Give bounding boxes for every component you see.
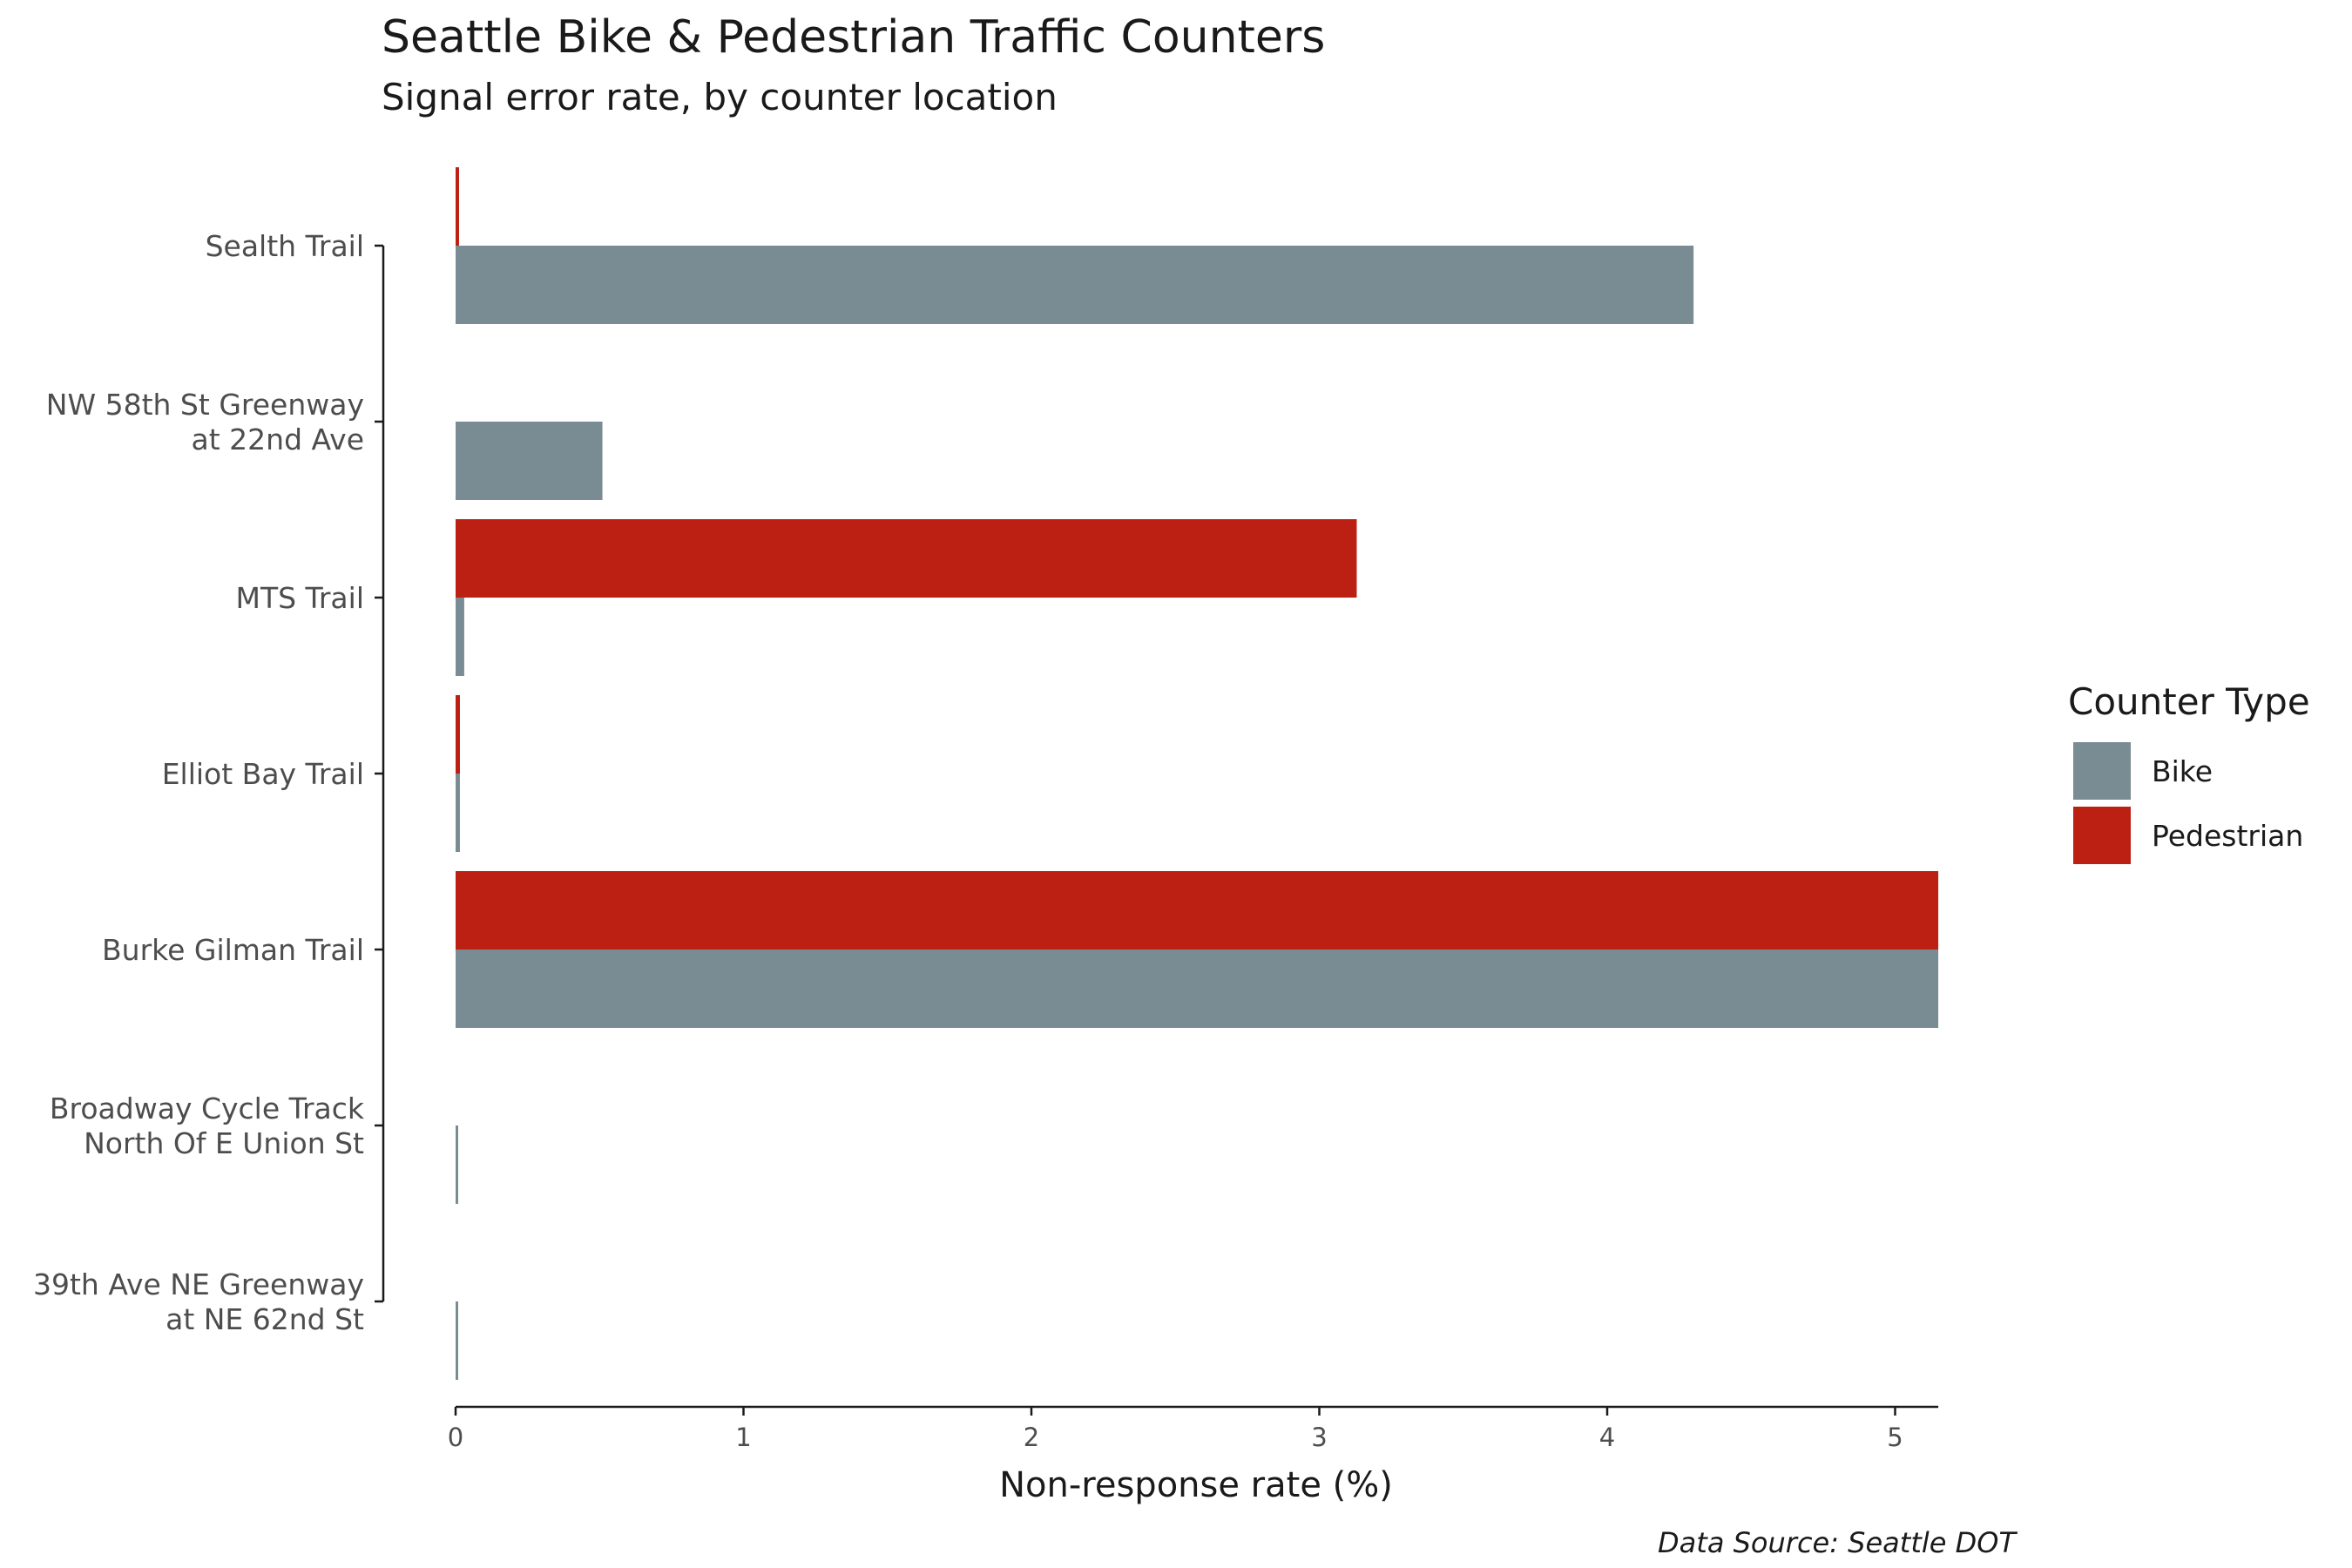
x-axis-label: Non-response rate (%): [999, 1465, 1393, 1505]
x-tick-label-4: 4: [1599, 1423, 1615, 1452]
bar-bike-0: [456, 246, 1694, 324]
bar-bike-5: [456, 1125, 458, 1204]
x-axis: 0 1 2 3 4 5: [448, 1405, 1939, 1452]
y-tick-label-0: Sealth Trail: [206, 229, 364, 263]
legend-swatch-pedestrian: [2073, 807, 2131, 864]
legend-swatch-bike: [2073, 742, 2131, 800]
bar-pedestrian-3: [456, 695, 460, 774]
y-tick-label-1: NW 58th St Greenway at 22nd Ave: [46, 388, 364, 456]
bar-bike-6: [456, 1301, 458, 1380]
x-tick-label-5: 5: [1887, 1423, 1903, 1452]
y-tick-label-2: MTS Trail: [235, 581, 364, 615]
x-tick-label-3: 3: [1311, 1423, 1327, 1452]
x-tick-label-0: 0: [448, 1423, 463, 1452]
legend: Counter Type Bike Pedestrian: [2068, 680, 2310, 864]
legend-label-pedestrian: Pedestrian: [2152, 819, 2303, 853]
x-tick-label-2: 2: [1024, 1423, 1039, 1452]
bar-pedestrian-0: [456, 167, 459, 246]
y-tick-label-6: 39th Ave NE Greenway at NE 62nd St: [33, 1267, 364, 1336]
y-tick-label-4: Burke Gilman Trail: [102, 933, 364, 967]
legend-title: Counter Type: [2068, 680, 2310, 723]
caption: Data Source: Seattle DOT: [1658, 1526, 2017, 1559]
x-tick-label-1: 1: [735, 1423, 751, 1452]
legend-label-bike: Bike: [2152, 754, 2213, 788]
chart-title: Seattle Bike & Pedestrian Traffic Counte…: [382, 11, 1325, 64]
bar-pedestrian-4: [456, 871, 1939, 950]
y-axis: Sealth Trail NW 58th St Greenway at 22nd A…: [33, 229, 385, 1336]
bar-pedestrian-2: [456, 519, 1357, 598]
bar-bike-4: [456, 950, 1939, 1028]
chart-subtitle: Signal error rate, by counter location: [382, 76, 1058, 118]
bar-bike-3: [456, 774, 460, 852]
y-tick-label-3: Elliot Bay Trail: [162, 757, 364, 791]
bar-bike-1: [456, 422, 603, 500]
y-tick-label-5: Broadway Cycle Track North Of E Union St: [50, 1092, 365, 1160]
bar-bike-2: [456, 598, 464, 676]
bars-group: [456, 167, 1939, 1380]
